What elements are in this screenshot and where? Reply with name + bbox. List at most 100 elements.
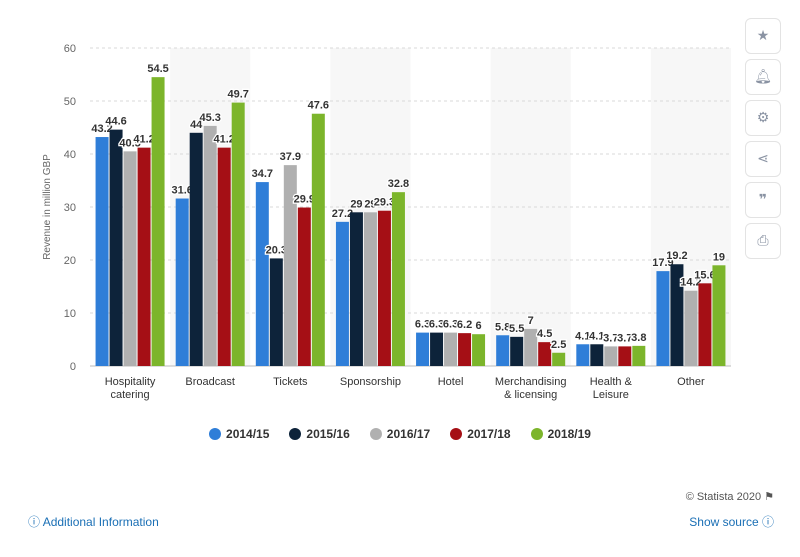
data-label: 29 [364, 198, 376, 210]
bar-2017-18 [538, 342, 552, 366]
legend-item[interactable]: 2016/17 [369, 427, 431, 441]
bar-2015-16 [590, 344, 604, 366]
legend-label: 2018/19 [547, 427, 591, 441]
bar-2016-17 [604, 346, 618, 366]
x-tick-label: Hospitality [105, 376, 156, 388]
x-tick-label: Tickets [273, 376, 308, 388]
bar-2018-19 [712, 265, 726, 366]
data-label: 5.8 [495, 321, 510, 333]
data-label: 40.5 [119, 137, 140, 149]
bar-2016-17 [283, 165, 297, 366]
x-tick-label: catering [110, 389, 149, 401]
bell-icon[interactable]: 🔔︎ [745, 59, 781, 95]
data-label: 34.7 [252, 168, 273, 180]
data-label: 6 [476, 320, 482, 332]
bar-2018-19 [151, 77, 165, 367]
bar-2017-18 [377, 210, 391, 366]
data-label: 4.5 [537, 328, 552, 340]
y-axis-label: Revenue in million GBP [42, 154, 53, 260]
bar-2017-18 [297, 207, 311, 366]
bar-2018-19 [311, 113, 325, 366]
data-label: 4.1 [575, 330, 590, 342]
data-label: 7 [528, 315, 534, 327]
data-label: 6.3 [429, 319, 444, 331]
statista-credit[interactable]: © Statista 2020 ⚑ [686, 490, 774, 503]
data-label: 4.1 [589, 330, 604, 342]
x-tick-label: Leisure [593, 389, 629, 401]
x-tick-label: Other [677, 376, 705, 388]
data-label: 45.3 [199, 112, 220, 124]
show-source-label: Show source [689, 515, 759, 529]
data-label: 15.6 [694, 269, 715, 281]
data-label: 6.3 [443, 319, 458, 331]
sidebar-toolbar: ★ 🔔︎ ⚙ ⋖ ❞ ⎙ [745, 18, 783, 264]
legend-label: 2017/18 [467, 427, 511, 441]
x-tick-label: Sponsorship [340, 376, 401, 388]
bar-2017-18 [137, 147, 151, 366]
show-source-link[interactable]: Show source ⓘ [689, 513, 774, 530]
additional-information-link[interactable]: ⓘ Additional Information [28, 513, 159, 530]
data-label: 44.6 [105, 116, 126, 128]
data-label: 32.8 [388, 178, 409, 190]
bar-2018-19 [472, 334, 486, 366]
x-tick-label: & licensing [504, 389, 557, 401]
legend-item[interactable]: 2018/19 [530, 427, 591, 441]
data-label: 41.2 [213, 134, 234, 146]
bar-2018-19 [231, 102, 245, 366]
y-tick-label: 50 [64, 96, 76, 108]
flag-icon: ⚑ [764, 490, 774, 503]
bar-2015-16 [109, 129, 123, 366]
star-icon[interactable]: ★ [745, 18, 781, 54]
bar-2015-16 [269, 258, 283, 366]
quote-icon[interactable]: ❞ [745, 182, 781, 218]
bar-2018-19 [632, 345, 646, 366]
legend-label: 2014/15 [226, 427, 270, 441]
bar-2014-15 [656, 271, 670, 366]
y-tick-label: 10 [64, 308, 76, 320]
bar-2016-17 [684, 290, 698, 366]
bar-2014-15 [255, 182, 269, 366]
bar-2014-15 [416, 332, 430, 366]
legend-label: 2015/16 [306, 427, 350, 441]
x-tick-label: Broadcast [185, 376, 235, 388]
bar-2018-19 [391, 192, 405, 366]
bar-2015-16 [349, 212, 363, 366]
legend-marker [209, 428, 222, 440]
bar-2014-15 [335, 221, 349, 366]
gear-icon[interactable]: ⚙ [745, 100, 781, 136]
data-label: 41.2 [133, 134, 154, 146]
data-label: 29.9 [294, 194, 315, 206]
additional-information-label: Additional Information [42, 515, 159, 529]
bar-2016-17 [363, 212, 377, 366]
bar-2014-15 [496, 335, 510, 366]
bar-2018-19 [552, 352, 566, 366]
y-tick-label: 20 [64, 255, 76, 267]
x-tick-label: Hotel [438, 376, 464, 388]
data-label: 19.2 [666, 250, 687, 262]
bar-2016-17 [123, 151, 137, 366]
legend-item[interactable]: 2014/15 [209, 427, 269, 441]
info-icon: ⓘ [28, 515, 41, 529]
legend-item[interactable]: 2017/18 [450, 427, 511, 441]
data-label: 19 [713, 251, 725, 263]
data-label: 31.6 [171, 185, 192, 197]
bar-2017-18 [217, 147, 231, 366]
x-tick-label: Merchandising [495, 376, 567, 388]
legend-item[interactable]: 2015/16 [289, 427, 350, 441]
share-icon[interactable]: ⋖ [745, 141, 781, 177]
y-tick-label: 60 [64, 43, 76, 55]
legend-label: 2016/17 [386, 427, 431, 441]
data-label: 27.2 [332, 208, 353, 220]
data-label: 6.2 [457, 319, 472, 331]
data-label: 44 [190, 119, 203, 131]
y-tick-label: 40 [64, 149, 76, 161]
data-label: 2.5 [551, 339, 566, 351]
print-icon[interactable]: ⎙ [745, 223, 781, 259]
bar-2014-15 [576, 344, 590, 366]
data-label: 37.9 [280, 151, 301, 163]
bar-2015-16 [670, 264, 684, 366]
data-label: 14.2 [680, 277, 701, 289]
legend-marker [530, 428, 543, 440]
bar-2015-16 [189, 132, 203, 366]
